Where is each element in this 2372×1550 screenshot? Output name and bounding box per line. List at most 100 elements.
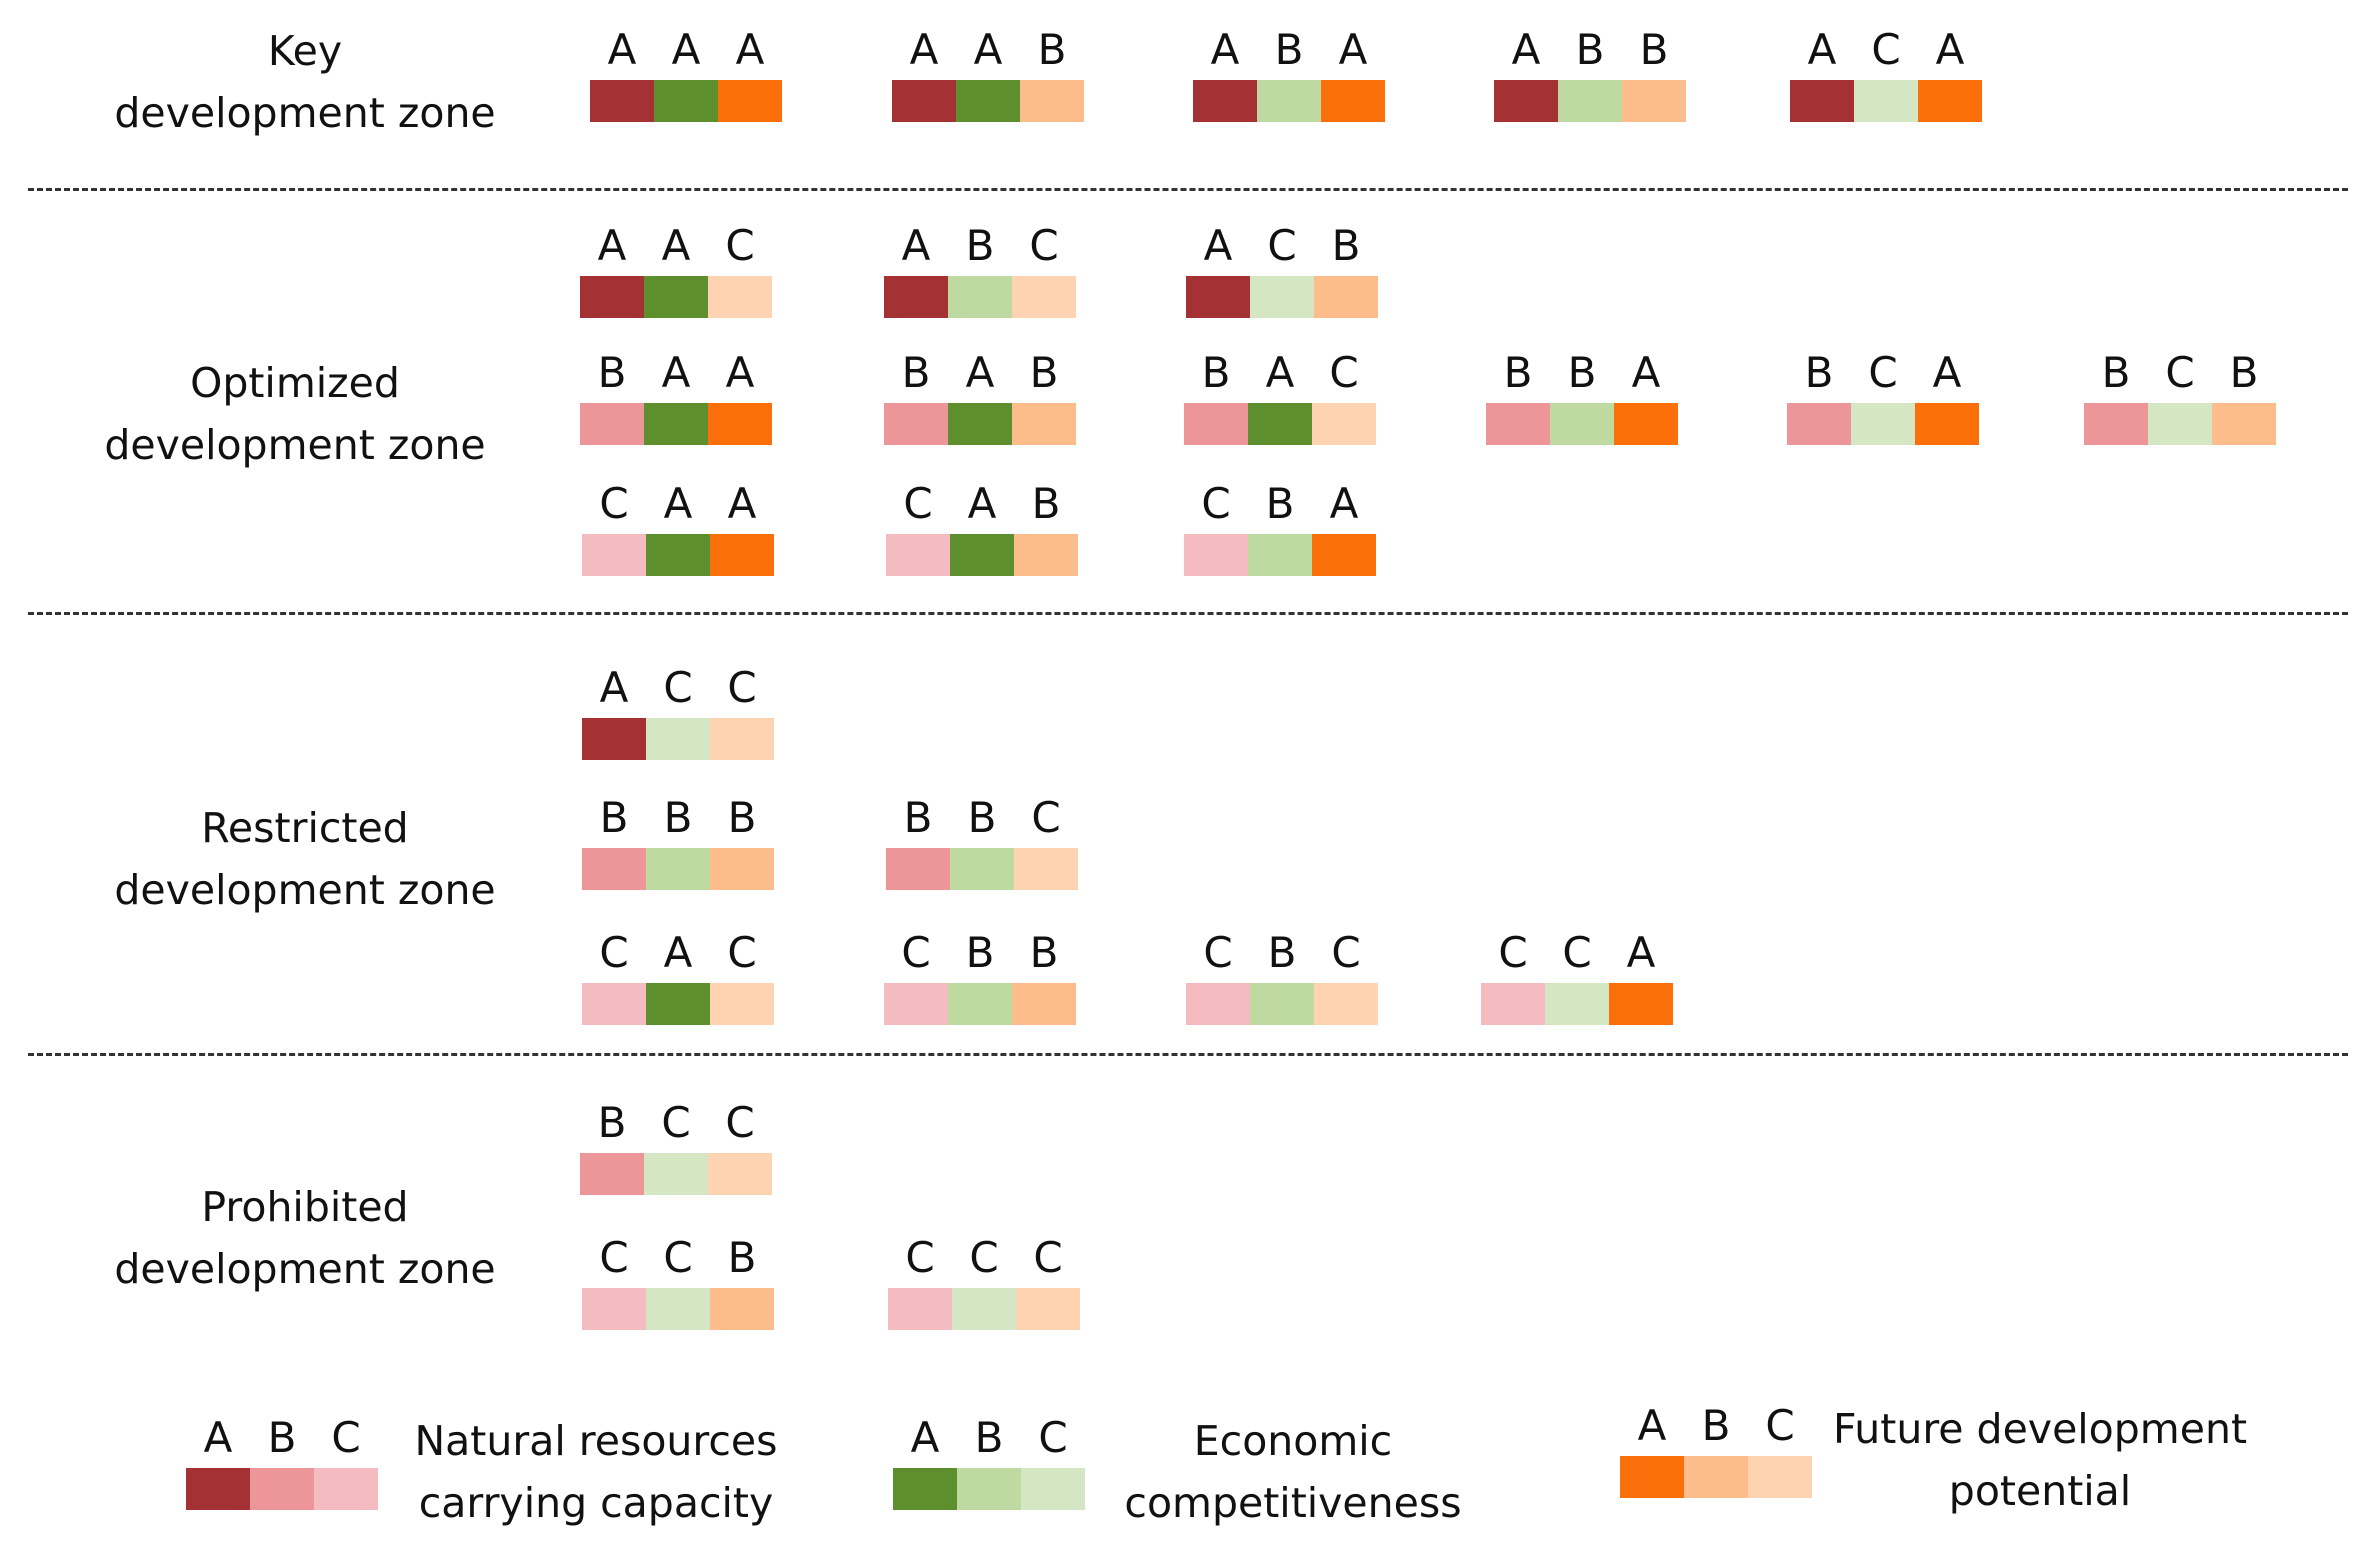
combo-natural-bar [582, 718, 646, 760]
combo-letter: C [727, 663, 757, 712]
combo-economic-bar [948, 983, 1012, 1025]
combo-future-bar [1609, 983, 1673, 1025]
combo-bars [884, 403, 1076, 445]
combo-natural-bar [582, 534, 646, 576]
combo-letter: B [599, 793, 629, 842]
combo-future-bar [1321, 80, 1385, 122]
combo-letter: C [725, 1098, 755, 1147]
combo-letter: B [663, 793, 693, 842]
combo-letter: C [727, 928, 757, 977]
combo-future-bar [710, 848, 774, 890]
combo-letter: A [901, 221, 931, 270]
combo-letter: A [1265, 348, 1295, 397]
combo-bars [582, 718, 774, 760]
combo-economic-bar [1250, 983, 1314, 1025]
combo-future-bar [1312, 534, 1376, 576]
combo-future-bar [718, 80, 782, 122]
legend-future-label-line1: Future development [1832, 1405, 2248, 1453]
combo-letter: C [1031, 793, 1061, 842]
legend-economic-economic-bar [893, 1468, 957, 1510]
combo-economic-bar [1851, 403, 1915, 445]
combo-economic-bar [646, 983, 710, 1025]
combo-future-bar [1014, 848, 1078, 890]
combo-letter: C [663, 1233, 693, 1282]
combo-bars [580, 276, 772, 318]
combo-future-bar [1012, 403, 1076, 445]
combo-natural-bar [1481, 983, 1545, 1025]
combo-economic-bar [646, 534, 710, 576]
combo-letter: A [661, 221, 691, 270]
combo-economic-bar [1250, 276, 1314, 318]
zone-label-key-line2: development zone [114, 89, 496, 137]
combo-economic-bar [646, 718, 710, 760]
combo-future-bar [708, 403, 772, 445]
combo-letter: A [727, 479, 757, 528]
combo-economic-bar [950, 534, 1014, 576]
combo-bars [1184, 403, 1376, 445]
combo-economic-bar [1558, 80, 1622, 122]
legend-future-future-bar [1748, 1456, 1812, 1498]
combo-letter: A [663, 928, 693, 977]
combo-letter: C [1329, 348, 1359, 397]
legend-natural-bars [186, 1468, 378, 1510]
combo-bars [582, 848, 774, 890]
zone-label-prohibited: Prohibited development zone [45, 1176, 565, 1300]
combo-letter: B [967, 793, 997, 842]
combo-letter: B [727, 793, 757, 842]
zone-label-restricted-line2: development zone [114, 866, 496, 914]
combo-economic-bar [2148, 403, 2212, 445]
combo-letter: C [1203, 928, 1233, 977]
combo-letter: A [1631, 348, 1661, 397]
legend-natural-natural-bar [314, 1468, 378, 1510]
combo-bars [590, 80, 782, 122]
combo-letter: B [1575, 25, 1605, 74]
legend-future-label: Future development potential [1830, 1398, 2250, 1522]
combo-letter: A [1935, 25, 1965, 74]
zone-label-restricted: Restricted development zone [45, 797, 565, 921]
combo-bars [886, 534, 1078, 576]
combo-letter: B [2101, 348, 2131, 397]
combo-natural-bar [884, 983, 948, 1025]
combo-letter: B [1567, 348, 1597, 397]
combo-natural-bar [1184, 534, 1248, 576]
legend-natural-label-line2: carrying capacity [418, 1479, 774, 1527]
zone-label-key-line1: Key [267, 27, 343, 75]
combo-economic-bar [948, 403, 1012, 445]
combo-natural-bar [1787, 403, 1851, 445]
legend-economic-letter: B [974, 1413, 1004, 1462]
combo-letter: C [1331, 928, 1361, 977]
legend-natural-letter: C [331, 1413, 361, 1462]
combo-economic-bar [1248, 534, 1312, 576]
combo-economic-bar [644, 276, 708, 318]
combo-economic-bar [956, 80, 1020, 122]
combo-bars [1494, 80, 1686, 122]
zone-label-prohibited-line1: Prohibited [201, 1183, 409, 1231]
combo-bars [582, 1288, 774, 1330]
legend-natural-label: Natural resources carrying capacity [406, 1410, 786, 1534]
combo-future-bar [1918, 80, 1982, 122]
combo-letter: B [1274, 25, 1304, 74]
